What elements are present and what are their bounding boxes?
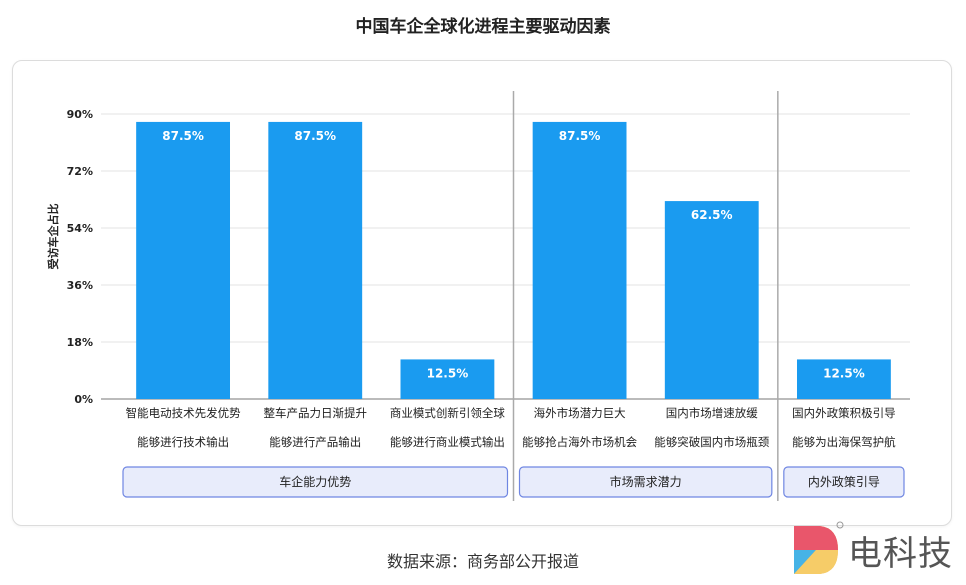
bar bbox=[136, 121, 231, 399]
group-label: 车企能力优势 bbox=[279, 474, 351, 489]
x-subcategory-label: 能够突破国内市场瓶颈 bbox=[654, 435, 769, 449]
bar bbox=[400, 359, 495, 399]
bar-chart: 0%18%36%54%72%90%受访车企占比87.5%智能电动技术先发优势能够… bbox=[46, 91, 910, 501]
bar-value-label: 87.5% bbox=[294, 129, 336, 143]
bar-value-label: 12.5% bbox=[427, 366, 469, 380]
chart-title: 中国车企全球化进程主要驱动因素 bbox=[355, 17, 611, 37]
bar bbox=[796, 359, 891, 399]
y-tick-label: 36% bbox=[67, 279, 93, 292]
group-box bbox=[518, 466, 773, 498]
y-tick-label: 54% bbox=[67, 222, 93, 235]
group-label: 市场需求潜力 bbox=[610, 474, 682, 489]
data-source: 数据来源：商务部公开报道 bbox=[386, 552, 579, 571]
bar-value-label: 62.5% bbox=[691, 208, 733, 222]
x-subcategory-label: 能够进行技术输出 bbox=[137, 435, 229, 449]
y-tick-label: 18% bbox=[67, 336, 93, 349]
bar bbox=[268, 121, 363, 399]
x-tick-label: 商业模式创新引领全球 bbox=[390, 406, 505, 420]
x-tick-label: 智能电动技术先发优势 bbox=[126, 406, 241, 420]
bar bbox=[664, 201, 759, 399]
bar-value-label: 87.5% bbox=[559, 129, 601, 143]
x-subcategory-label: 能够为出海保驾护航 bbox=[792, 435, 896, 449]
y-tick-label: 0% bbox=[74, 393, 93, 406]
bar-value-label: 87.5% bbox=[162, 129, 204, 143]
group-box bbox=[783, 466, 905, 498]
logo-mark-icon bbox=[794, 521, 844, 574]
brand-logo: 电科技 bbox=[790, 520, 960, 580]
x-subcategory-label: 能够抢占海外市场机会 bbox=[522, 435, 637, 449]
y-axis-label: 受访车企占比 bbox=[46, 204, 60, 270]
x-subcategory-label: 能够进行产品输出 bbox=[269, 435, 361, 449]
logo-text: 电科技 bbox=[848, 534, 953, 574]
x-tick-label: 整车产品力日渐提升 bbox=[264, 406, 368, 420]
chart-card: 0% 18% 36% 54% 72% 90% 受访车企占比 87.5% 智能电动技术先发优势 能够… bbox=[12, 60, 952, 526]
group-box bbox=[122, 466, 509, 498]
bar bbox=[532, 121, 627, 399]
bar-value-label: 12.5% bbox=[823, 366, 865, 380]
y-tick-label: 90% bbox=[67, 108, 93, 121]
x-tick-label: 国内外政策积极引导 bbox=[792, 406, 896, 420]
x-tick-label: 海外市场潜力巨大 bbox=[534, 406, 626, 420]
y-tick-label: 72% bbox=[67, 165, 93, 178]
x-subcategory-label: 能够进行商业模式输出 bbox=[390, 435, 505, 449]
group-label: 内外政策引导 bbox=[808, 475, 880, 489]
x-tick-label: 国内市场增速放缓 bbox=[666, 406, 758, 420]
